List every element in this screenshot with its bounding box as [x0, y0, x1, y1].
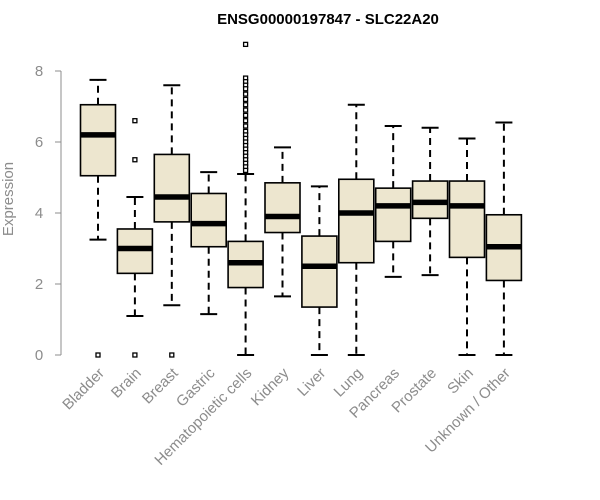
iqr-box — [153, 153, 191, 223]
outlier-point — [242, 86, 249, 92]
y-tick-label: 0 — [35, 347, 43, 364]
iqr-box — [301, 235, 338, 308]
outlier-point — [132, 157, 138, 163]
box-liver — [301, 185, 338, 356]
iqr-box — [374, 187, 412, 243]
y-axis-label: Expression — [0, 162, 17, 236]
box-skin — [448, 137, 486, 356]
outlier-point — [242, 123, 249, 129]
outlier-point — [242, 96, 249, 103]
x-tick-label: Kidney — [248, 364, 293, 409]
outlier-point — [242, 118, 249, 124]
box-kidney — [264, 146, 301, 298]
chart-title: ENSG00000197847 - SLC22A20 — [217, 11, 439, 28]
iqr-box — [264, 182, 301, 234]
outlier-point — [242, 41, 249, 48]
boxes — [79, 41, 523, 358]
outlier-point — [95, 352, 101, 358]
iqr-box — [448, 180, 486, 259]
y-axis: 0 2 4 6 8 — [35, 63, 62, 364]
x-tick-label: Skin — [444, 365, 477, 398]
box-gastric — [190, 171, 227, 316]
box-hematopoietic-cells — [227, 41, 264, 356]
iqr-box — [79, 103, 117, 177]
box-lung — [337, 103, 375, 356]
y-tick-label: 2 — [35, 276, 43, 293]
y-tick-label: 4 — [35, 205, 43, 222]
iqr-box — [190, 192, 227, 248]
outlier-point — [242, 91, 249, 97]
x-tick-label: Liver — [294, 365, 329, 400]
box-prostate — [411, 126, 449, 277]
box-pancreas — [374, 125, 412, 278]
box-unknown-other — [485, 121, 523, 356]
outlier-point — [242, 107, 249, 113]
y-tick-label: 6 — [35, 134, 43, 151]
box-breast — [153, 84, 191, 358]
box-brain — [116, 118, 154, 358]
x-tick-label: Bladder — [59, 365, 108, 414]
outlier-point — [242, 112, 249, 119]
outlier-point — [169, 352, 175, 358]
outlier-point — [132, 118, 138, 124]
outlier-point — [132, 352, 138, 358]
outlier-point — [242, 102, 249, 108]
box-bladder — [79, 78, 117, 358]
iqr-box — [337, 178, 375, 264]
outlier-point — [242, 167, 249, 174]
y-tick-label: 8 — [35, 63, 43, 80]
